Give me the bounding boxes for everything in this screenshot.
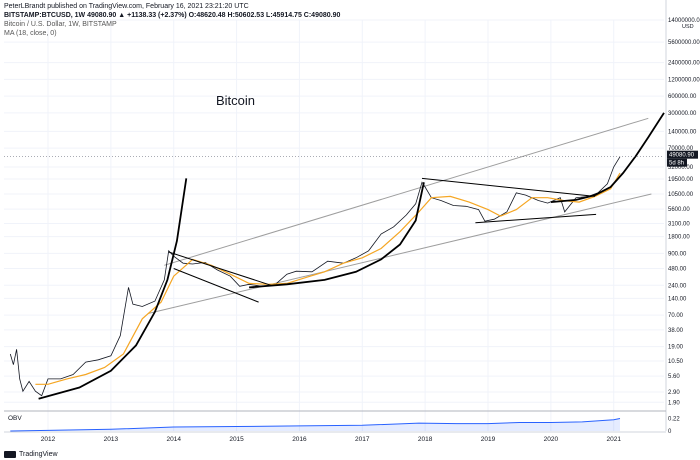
main-grid bbox=[4, 19, 664, 431]
y-tick-label: 5600.00 bbox=[668, 207, 690, 213]
y-tick-label: 300000.00 bbox=[668, 111, 697, 117]
y-tick-label: 19500.00 bbox=[668, 177, 694, 183]
y-tick-label: 1200000.00 bbox=[668, 77, 700, 83]
last-price-label: 49080.90 bbox=[669, 153, 695, 159]
y-tick-label: 480.00 bbox=[668, 267, 687, 273]
x-tick-label: 2014 bbox=[166, 436, 181, 443]
obv-title: OBV bbox=[8, 415, 22, 422]
y-tick-label: 38.00 bbox=[668, 328, 684, 334]
y-tick-label: 70.00 bbox=[668, 313, 684, 319]
y-tick-label: 3100.00 bbox=[668, 221, 690, 227]
footer-brand: TradingView bbox=[4, 451, 58, 458]
y-tick-label: 140.00 bbox=[668, 296, 687, 302]
main-plot bbox=[4, 112, 665, 400]
x-tick-label: 2021 bbox=[606, 436, 621, 443]
y-tick-label: 10500.00 bbox=[668, 192, 694, 198]
y-tick-label: 2.90 bbox=[668, 390, 680, 396]
countdown-label: 5d 8h bbox=[669, 161, 684, 167]
y-tick-label: 5600000.00 bbox=[668, 40, 700, 46]
x-tick-label: 2013 bbox=[104, 436, 119, 443]
y-tick-label: 240.00 bbox=[668, 283, 687, 289]
brand-label: TradingView bbox=[19, 451, 58, 458]
parabolic-curve-2 bbox=[249, 182, 425, 289]
countdown-badge bbox=[667, 158, 687, 167]
obv-y-tick-label: 0.22 bbox=[668, 417, 680, 423]
currency-label: USD bbox=[682, 24, 694, 30]
triangle-1-lower-line bbox=[173, 268, 259, 303]
tradingview-logo-icon bbox=[4, 451, 16, 458]
x-tick-label: 2020 bbox=[544, 436, 559, 443]
price-series-line bbox=[9, 156, 621, 397]
ma-legend: MA (18, close, 0) bbox=[4, 30, 57, 37]
channel-upper-line bbox=[164, 117, 649, 266]
parabolic-curve-1 bbox=[38, 178, 188, 400]
channel-lower-line bbox=[148, 193, 652, 314]
y-tick-label: 5.60 bbox=[668, 374, 680, 380]
y-tick-label: 1800.00 bbox=[668, 235, 690, 241]
chart-subtitle: Bitcoin / U.S. Dollar, 1W, BITSTAMP bbox=[4, 21, 117, 28]
axes: 14000000.00 5600000.00 2400000.00 1200000.0… bbox=[4, 0, 700, 443]
publisher-line: PeterLBrandt published on TradingView.co… bbox=[4, 3, 249, 10]
triangle-2-upper-line bbox=[421, 177, 595, 197]
y-tick-label: 19.00 bbox=[668, 345, 684, 351]
x-tick-label: 2015 bbox=[229, 436, 244, 443]
y-tick-label: 1.90 bbox=[668, 400, 680, 406]
y-tick-label: 140000.00 bbox=[668, 129, 697, 135]
x-tick-label: 2017 bbox=[355, 436, 370, 443]
obv-pane: OBV 0.22 0 bbox=[8, 415, 680, 435]
x-tick-label: 2016 bbox=[292, 436, 307, 443]
y-tick-label: 600000.00 bbox=[668, 94, 697, 100]
obv-line bbox=[10, 418, 621, 432]
parabolic-curve-3 bbox=[550, 112, 665, 203]
x-tick-label: 2019 bbox=[481, 436, 496, 443]
triangle-1-upper-line bbox=[168, 251, 272, 286]
chart-header: PeterLBrandt published on TradingView.co… bbox=[4, 2, 340, 38]
y-tick-label: 14000000.00 bbox=[668, 18, 700, 24]
last-price-badge bbox=[667, 150, 698, 159]
y-tick-label: 2400000.00 bbox=[668, 61, 700, 67]
chart-title: Bitcoin bbox=[216, 93, 255, 108]
ma-series-line bbox=[35, 172, 621, 385]
triangle-2-lower-line bbox=[475, 213, 597, 224]
obv-y-tick-label: 0 bbox=[668, 429, 672, 435]
y-tick-label: 70000.00 bbox=[668, 146, 694, 152]
y-tick-label: 32000.00 bbox=[668, 165, 694, 171]
symbol-line: BITSTAMP:BTCUSD, 1W 49080.90 ▲ +1138.33 … bbox=[4, 12, 341, 19]
x-tick-label: 2018 bbox=[418, 436, 433, 443]
y-tick-label: 900.00 bbox=[668, 251, 687, 257]
y-tick-label: 10.50 bbox=[668, 359, 684, 365]
x-tick-label: 2012 bbox=[41, 436, 56, 443]
